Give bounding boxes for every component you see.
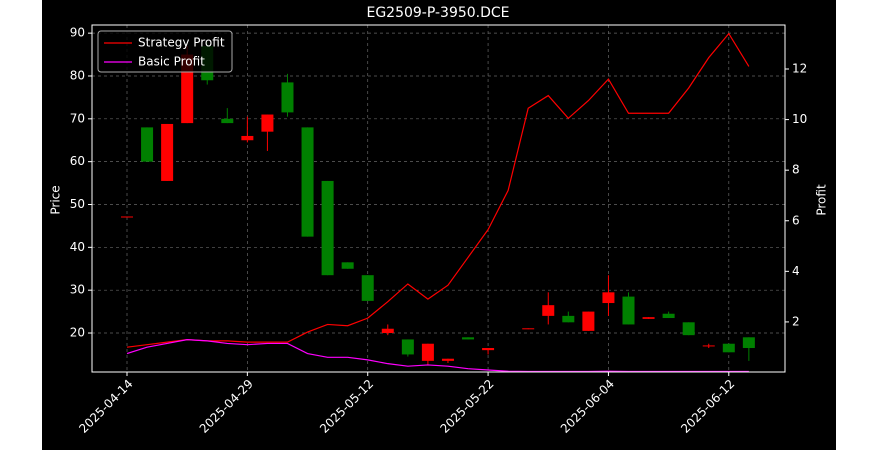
candle-body: [642, 317, 655, 319]
y-tick-label: 20: [70, 326, 85, 340]
candle-body: [722, 343, 735, 353]
candle-body: [702, 345, 715, 347]
figure-background: [42, 0, 836, 450]
y2-tick-label: 8: [792, 163, 800, 177]
candle-body: [421, 343, 434, 361]
candle-body: [522, 328, 535, 330]
candle-body: [221, 118, 234, 124]
candle-body: [321, 180, 334, 276]
y-tick-label: 90: [70, 26, 85, 40]
y-tick-label: 30: [70, 283, 85, 297]
candle-body: [381, 328, 394, 334]
y2-tick-label: 12: [792, 62, 807, 76]
candle-body: [301, 127, 314, 237]
legend-label: Strategy Profit: [138, 36, 225, 50]
y-tick-label: 80: [70, 68, 85, 82]
candle-body: [602, 292, 615, 304]
candle-body: [141, 127, 154, 162]
candle-body: [562, 315, 575, 323]
candle-body: [542, 305, 555, 316]
y-axis-label: Price: [49, 185, 63, 214]
y-tick-label: 60: [70, 154, 85, 168]
chart-title: EG2509-P-3950.DCE: [366, 5, 509, 21]
candle-body: [361, 275, 374, 301]
y2-tick-label: 4: [792, 264, 800, 278]
y-tick-label: 50: [70, 197, 85, 211]
candle-body: [482, 348, 495, 351]
legend-label: Basic Profit: [138, 55, 205, 69]
y2-tick-label: 10: [792, 112, 807, 126]
candle-body: [742, 337, 755, 349]
y-tick-label: 70: [70, 111, 85, 125]
candle-body: [261, 114, 274, 132]
y2-tick-label: 6: [792, 213, 800, 227]
y2-tick-label: 2: [792, 314, 800, 328]
candle-body: [341, 262, 354, 269]
y2-axis-label: Profit: [815, 184, 829, 216]
candle-body: [622, 296, 635, 325]
plot-frame: [91, 24, 786, 373]
candle-body: [161, 123, 174, 181]
candle-body: [462, 337, 475, 340]
candle-body: [682, 322, 695, 336]
candle-body: [401, 339, 414, 355]
candle-body: [281, 82, 294, 113]
candle-body: [441, 358, 454, 361]
candle-body: [662, 313, 675, 319]
candle-body: [121, 216, 133, 218]
candle-body: [582, 311, 595, 331]
candle-body: [241, 135, 254, 141]
profit-line: [126, 32, 750, 348]
y-tick-label: 40: [70, 240, 85, 254]
profit-line: [126, 339, 749, 373]
